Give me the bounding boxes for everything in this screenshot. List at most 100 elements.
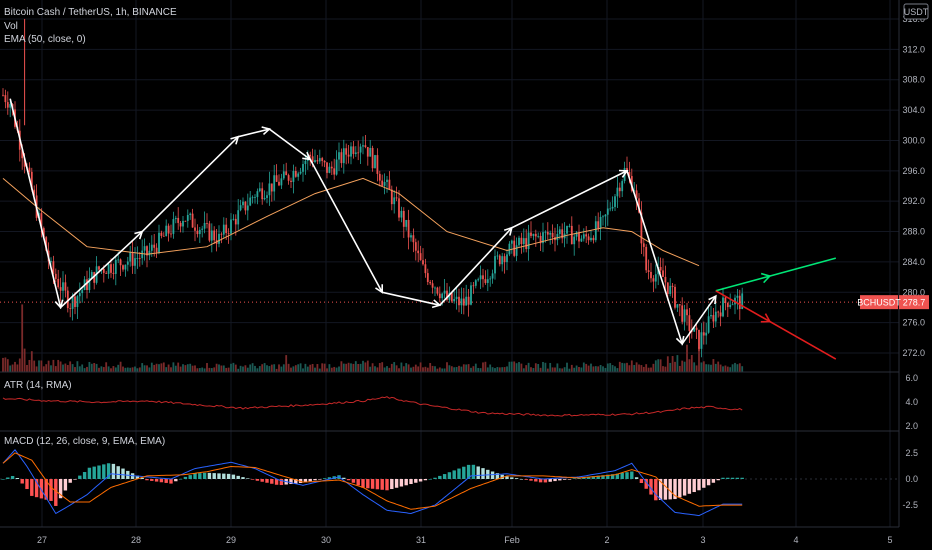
- time-axis[interactable]: 27 28 29 30 31 Feb 2 3 4 5: [37, 535, 893, 545]
- volume-bar: [306, 366, 309, 372]
- macd-histogram-bar: [58, 479, 63, 499]
- volume-bar: [542, 361, 544, 372]
- macd-histogram-bar: [217, 473, 221, 479]
- volume-bar: [532, 368, 535, 372]
- volume-bar: [357, 363, 360, 372]
- volume-bar: [338, 366, 340, 372]
- volume-bar: [414, 364, 417, 372]
- candle-up: [606, 208, 609, 215]
- price-tick-label: 288.0: [902, 227, 925, 237]
- volume-bar: [688, 359, 691, 372]
- macd-histogram-bar: [82, 472, 87, 479]
- volume-bar: [381, 362, 384, 372]
- candle-down: [650, 271, 652, 279]
- price-tick-label: 284.0: [902, 257, 925, 267]
- candle-down: [112, 272, 115, 274]
- volume-bar: [354, 361, 357, 372]
- volume-bar: [434, 366, 436, 372]
- candle-down: [719, 312, 722, 317]
- candle-down: [290, 180, 292, 182]
- volume-bar: [98, 367, 100, 372]
- volume-bar: [566, 362, 568, 372]
- macd-histogram-bar: [289, 479, 293, 485]
- atr-axis: 6.0 4.0 2.0: [905, 373, 918, 431]
- macd-histogram-bar: [476, 466, 480, 479]
- macd-histogram-bar: [538, 479, 543, 483]
- volume-bar: [393, 362, 396, 372]
- candle-down: [167, 225, 170, 234]
- volume-bar: [102, 367, 105, 372]
- candle-up: [477, 279, 480, 281]
- candle-down: [450, 292, 453, 302]
- volume-bar: [410, 367, 412, 372]
- volume-bar: [282, 364, 285, 372]
- volume-bar: [100, 366, 103, 372]
- macd-histogram-bar: [265, 479, 269, 483]
- volume-bar: [309, 364, 312, 372]
- candle-down: [395, 197, 398, 199]
- macd-histogram-bar: [318, 479, 322, 480]
- volume-bar: [69, 361, 72, 372]
- macd-histogram-bar: [649, 479, 653, 495]
- volume-bar: [731, 364, 734, 372]
- candle-up: [114, 259, 117, 274]
- macd-histogram-bar: [188, 475, 192, 479]
- macd-histogram-bar: [673, 479, 677, 500]
- volume-bar: [520, 363, 523, 372]
- macd-histogram-bar: [68, 479, 72, 483]
- volume-bar: [246, 367, 249, 372]
- candle-down: [662, 270, 664, 277]
- candle-up: [434, 287, 436, 289]
- volume-bar: [280, 366, 283, 372]
- volume-bar: [347, 362, 350, 372]
- projection-up-line: [715, 257, 837, 292]
- price-axis[interactable]: 316.0312.0308.0304.0300.0296.0292.0288.0…: [902, 14, 925, 358]
- volume-bar: [580, 367, 583, 372]
- currency-button[interactable]: USDT: [903, 3, 929, 20]
- volume-bar: [208, 367, 211, 372]
- zigzag-drawing[interactable]: [9, 98, 717, 346]
- candle-down: [659, 267, 662, 271]
- candle-up: [599, 216, 602, 229]
- macd-histogram-bar: [601, 475, 605, 479]
- candle-up: [143, 246, 146, 251]
- macd-histogram-bar: [697, 479, 701, 491]
- candle-up: [383, 181, 386, 186]
- candle-up: [544, 231, 547, 233]
- macd-axis: 2.5 0.0 -2.5: [902, 448, 918, 510]
- candle-up: [700, 332, 703, 349]
- volume-bar: [335, 367, 338, 372]
- volume-bar: [2, 357, 4, 372]
- candle-up: [282, 171, 285, 179]
- candle-up: [729, 304, 732, 308]
- projection-up-arrow[interactable]: [715, 257, 837, 292]
- volume-bar: [366, 360, 369, 372]
- macd-histogram-bar: [586, 476, 591, 479]
- volume-bar: [611, 365, 614, 372]
- macd-histogram-bar: [596, 475, 600, 479]
- candle-down: [347, 154, 350, 157]
- candle-up: [117, 259, 120, 261]
- price-candles: [2, 18, 744, 358]
- projection-down-arrow[interactable]: [715, 290, 837, 360]
- candle-down: [642, 243, 645, 247]
- candle-up: [573, 236, 576, 245]
- volume-bar: [635, 362, 638, 372]
- volume-bar: [573, 367, 576, 372]
- macd-histogram-bar: [490, 471, 495, 479]
- volume-bar: [359, 363, 362, 372]
- volume-bar: [23, 348, 26, 372]
- candle-down: [155, 247, 158, 253]
- macd-histogram-bar: [54, 479, 58, 506]
- volume-bar: [134, 366, 136, 372]
- volume-bar: [628, 365, 631, 372]
- volume-bar: [33, 360, 36, 372]
- volume-bar: [558, 368, 561, 372]
- candle-down: [618, 187, 621, 192]
- volume-bar: [450, 366, 453, 372]
- macd-histogram-bar: [687, 479, 692, 494]
- volume-bar: [599, 364, 602, 372]
- atr-tick-label: 2.0: [905, 421, 918, 431]
- volume-bar: [683, 361, 686, 372]
